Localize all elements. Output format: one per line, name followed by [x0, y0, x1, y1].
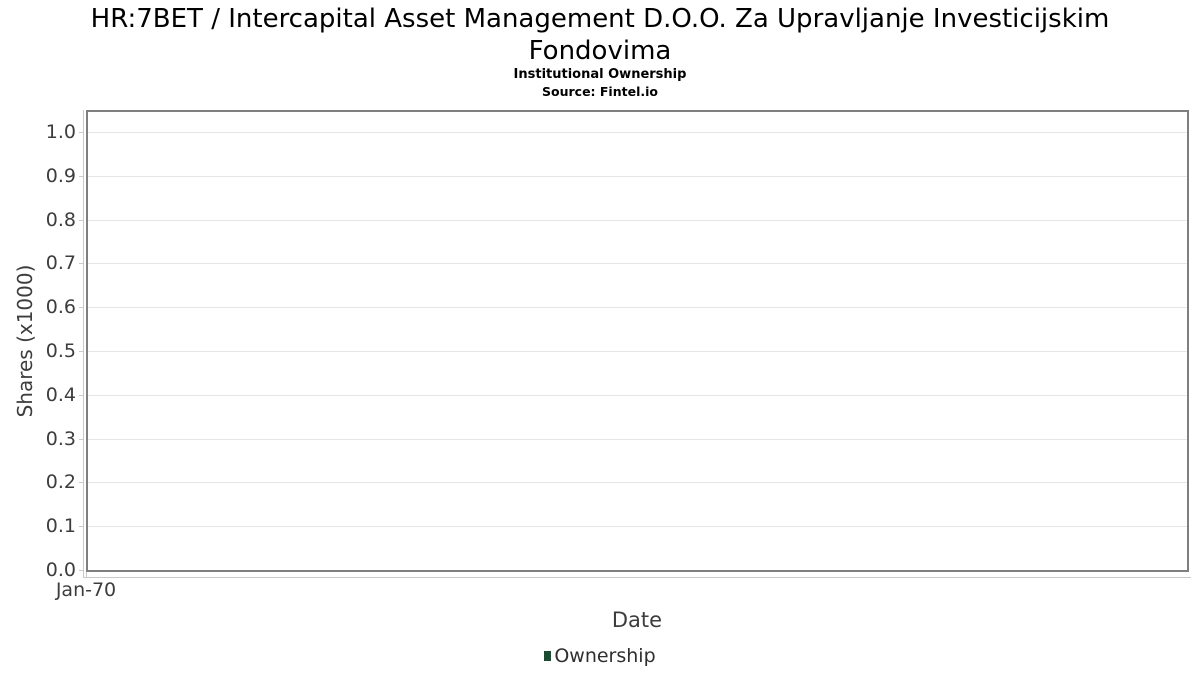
y-tick-label-0.4: 0.4 — [45, 384, 76, 406]
x-tick-label: Jan-70 — [55, 579, 117, 601]
y-tick-label-0.6: 0.6 — [45, 296, 76, 318]
y-tick-label-0.1: 0.1 — [45, 515, 76, 537]
x-axis-line — [83, 577, 1191, 578]
plot-area — [86, 110, 1189, 572]
gridline-y-0.6 — [88, 307, 1187, 308]
gridline-y-0.7 — [88, 263, 1187, 264]
y-tick-label-0.3: 0.3 — [45, 428, 76, 450]
chart-title-text: HR:7BET / Intercapital Asset Management … — [90, 4, 1110, 66]
y-tick-label-0.0: 0.0 — [45, 559, 76, 581]
gridline-y-0.2 — [88, 482, 1187, 483]
y-tick-label-0.5: 0.5 — [45, 340, 76, 362]
y-tick-mark-0.7 — [79, 263, 84, 264]
chart-subtitle: Institutional Ownership — [513, 67, 687, 82]
y-tick-label-0.7: 0.7 — [45, 252, 76, 274]
y-axis-line — [83, 110, 84, 578]
y-tick-mark-0.1 — [79, 526, 84, 527]
legend-swatch-ownership-icon — [544, 651, 552, 661]
gridline-y-0.1 — [88, 526, 1187, 527]
chart-title: HR:7BET / Intercapital Asset Management … — [0, 3, 1200, 67]
legend: Ownership — [0, 645, 1200, 667]
x-axis-label: Date — [611, 608, 663, 632]
y-tick-label-0.9: 0.9 — [45, 165, 76, 187]
gridline-y-0.3 — [88, 439, 1187, 440]
y-tick-mark-0.0 — [79, 570, 84, 571]
y-tick-mark-0.4 — [79, 395, 84, 396]
y-tick-mark-0.6 — [79, 307, 84, 308]
gridline-y-1.0 — [88, 132, 1187, 133]
gridline-y-0.8 — [88, 220, 1187, 221]
y-tick-mark-0.8 — [79, 220, 84, 221]
x-tick-mark — [86, 572, 87, 578]
y-tick-mark-0.5 — [79, 351, 84, 352]
y-tick-label-0.2: 0.2 — [45, 471, 76, 493]
y-tick-mark-1.0 — [79, 132, 84, 133]
y-tick-label-1.0: 1.0 — [45, 121, 76, 143]
legend-label-ownership: Ownership — [554, 645, 656, 667]
y-tick-mark-0.9 — [79, 176, 84, 177]
gridline-y-0.4 — [88, 395, 1187, 396]
chart-source: Source: Fintel.io — [542, 84, 658, 99]
y-tick-mark-0.2 — [79, 482, 84, 483]
gridline-y-0.5 — [88, 351, 1187, 352]
y-tick-mark-0.3 — [79, 439, 84, 440]
y-tick-label-0.8: 0.8 — [45, 209, 76, 231]
gridline-y-0.9 — [88, 176, 1187, 177]
